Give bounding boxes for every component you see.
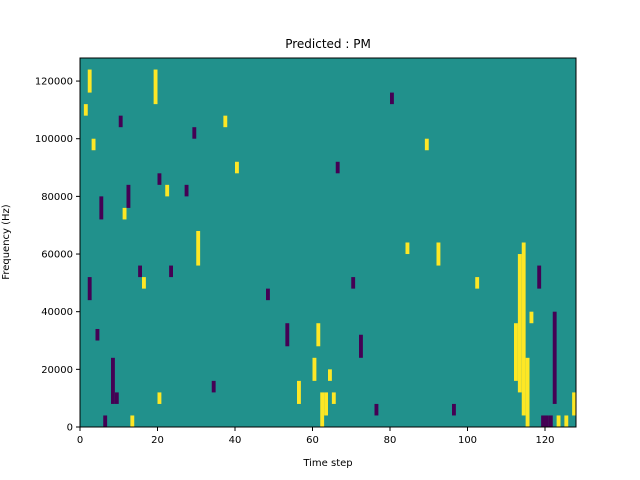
heatmap-cell-high — [320, 392, 325, 427]
heatmap-cell-high — [521, 242, 526, 416]
heatmap-cell-low — [138, 265, 142, 278]
x-axis-label: Time step — [302, 458, 352, 469]
heatmap-cell-high — [87, 69, 92, 93]
heatmap-cell-high — [475, 277, 480, 289]
heatmap-cell-high — [223, 115, 228, 128]
heatmap-cell-high — [436, 242, 441, 266]
y-tick-label: 60000 — [41, 250, 73, 261]
heatmap-cell-high — [153, 69, 158, 105]
heatmap-cell-high — [564, 415, 569, 427]
heatmap-background — [80, 58, 576, 427]
y-tick-label: 80000 — [41, 192, 73, 203]
heatmap-cell-low — [111, 357, 115, 404]
x-tick-label: 40 — [229, 435, 242, 446]
x-tick-label: 120 — [535, 435, 554, 446]
heatmap-cell-low — [285, 323, 290, 347]
heatmap-cell-high — [529, 311, 534, 324]
heatmap-cell-low — [99, 196, 104, 220]
y-tick-label: 40000 — [41, 307, 73, 318]
heatmap-cell-low — [545, 415, 549, 427]
x-tick-label: 20 — [151, 435, 164, 446]
heatmap-cell-low — [114, 392, 119, 404]
heatmap-cell-high — [514, 323, 518, 381]
heatmap-cell-low — [266, 288, 270, 301]
heatmap-cell-high — [235, 161, 239, 174]
heatmap-cell-high — [91, 138, 96, 151]
heatmap-cell-low — [118, 115, 123, 128]
heatmap-cell-high — [328, 369, 332, 381]
y-axis-label: Frequency (Hz) — [1, 204, 12, 280]
heatmap-cell-low — [537, 265, 542, 289]
x-tick-label: 60 — [306, 435, 319, 446]
heatmap-cell-low — [548, 415, 553, 427]
y-tick-label: 120000 — [35, 77, 73, 88]
x-tick-label: 80 — [384, 435, 397, 446]
heatmap-cell-low — [169, 265, 173, 278]
heatmap-cell-low — [126, 184, 131, 208]
heatmap-cell-high — [405, 242, 410, 255]
y-tick-label: 0 — [67, 423, 73, 434]
heatmap-cell-high — [122, 207, 127, 220]
x-tick-label: 0 — [77, 435, 83, 446]
heatmap-cell-low — [211, 380, 216, 393]
heatmap-cell-low — [359, 334, 363, 358]
heatmap-cell-high — [424, 138, 429, 151]
heatmap-cell-high — [525, 357, 530, 427]
heatmap-cell-high — [142, 277, 146, 289]
heatmap-cell-low — [452, 403, 456, 416]
heatmap-cell-low — [335, 161, 340, 174]
heatmap-cell-high — [312, 357, 317, 381]
heatmap-cell-low — [552, 311, 557, 404]
heatmap-cell-high — [517, 254, 522, 393]
heatmap-cell-high — [316, 323, 321, 347]
heatmap-cell-low — [87, 277, 92, 301]
heatmap-cell-high — [572, 392, 576, 416]
heatmap-cell-low — [157, 173, 162, 185]
heatmap-cells — [83, 69, 576, 427]
x-tick-label: 100 — [458, 435, 477, 446]
heatmap-cell-low — [95, 328, 100, 341]
heatmap-cell-high — [165, 184, 170, 197]
x-axis: 0 20 40 60 80 100 120 — [77, 427, 555, 446]
heatmap-cell-low — [390, 92, 394, 105]
heatmap-cell-high — [331, 392, 336, 404]
heatmap-cell-low — [541, 415, 545, 427]
heatmap-cell-high — [556, 415, 561, 427]
chart-title: Predicted : PM — [285, 37, 371, 51]
heatmap-cell-low — [374, 403, 379, 416]
heatmap-cell-low — [184, 184, 189, 197]
heatmap-cell-high — [297, 380, 301, 404]
heatmap-cell-high — [324, 392, 328, 416]
heatmap-cell-low — [351, 277, 356, 289]
heatmap-cell-high — [157, 392, 162, 404]
heatmap-cell-high — [130, 415, 135, 427]
y-axis: 0 20000 40000 60000 80000 100000 120000 — [35, 77, 80, 434]
y-tick-label: 20000 — [41, 365, 73, 376]
y-tick-label: 100000 — [35, 134, 73, 145]
heatmap-cell-low — [103, 415, 108, 427]
heatmap-cell-low — [192, 127, 197, 139]
plot-frame — [79, 57, 577, 428]
heatmap-cell-high — [83, 104, 88, 116]
heatmap-cell-high — [196, 230, 201, 266]
